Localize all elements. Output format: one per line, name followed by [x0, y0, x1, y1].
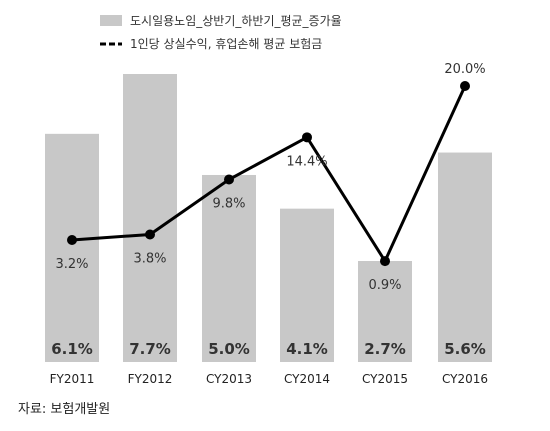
x-tick-label: CY2014: [284, 372, 330, 386]
bar-value-label: 5.6%: [444, 340, 486, 358]
x-tick-label: CY2016: [442, 372, 488, 386]
bar: [202, 174, 256, 362]
line-point: [224, 174, 234, 185]
x-tick-label: FY2011: [50, 372, 95, 386]
line-value-label: 9.8%: [212, 197, 245, 212]
bar: [123, 74, 177, 362]
line-value-label: 3.2%: [55, 257, 88, 272]
line-point: [302, 132, 312, 143]
line-point: [67, 235, 77, 245]
bar-value-label: 4.1%: [286, 340, 328, 358]
bar: [438, 152, 492, 362]
legend-bar-label: 도시일용노임_상반기_하반기_평균_증가율: [130, 14, 342, 28]
bar: [280, 208, 334, 362]
bar-value-label: 5.0%: [208, 340, 250, 358]
bar: [358, 261, 412, 362]
line-point: [460, 81, 470, 91]
line-series: 3.2% 3.8% 9.8% 14.4% 0.9% 20.0%: [55, 62, 485, 293]
x-tick-label: FY2012: [128, 372, 173, 386]
line-value-label: 20.0%: [444, 62, 485, 77]
bar: [45, 133, 99, 362]
x-tick-label: CY2013: [206, 372, 252, 386]
x-axis-ticks: FY2011 FY2012 CY2013 CY2014 CY2015 CY2016: [50, 372, 488, 386]
line-point: [380, 256, 390, 267]
legend-line-label: 1인당 상실수익, 휴업손해 평균 보험금: [130, 37, 322, 51]
bar-value-label: 2.7%: [364, 340, 406, 358]
bar-series: 6.1% 7.7% 5.0% 4.1% 2.7% 5.6%: [45, 74, 492, 362]
line-point: [145, 229, 155, 240]
legend-bar-swatch: [100, 15, 122, 26]
x-tick-label: CY2015: [362, 372, 408, 386]
line-value-label: 14.4%: [286, 154, 327, 169]
line-value-label: 0.9%: [368, 278, 401, 293]
line-path: [71, 85, 467, 265]
legend: 도시일용노임_상반기_하반기_평균_증가율 1인당 상실수익, 휴업손해 평균 …: [100, 14, 342, 51]
source-note: 자료: 보험개발원: [18, 402, 111, 417]
line-value-label: 3.8%: [133, 252, 166, 267]
bar-value-label: 6.1%: [51, 340, 93, 358]
bar-value-label: 7.7%: [129, 340, 171, 358]
